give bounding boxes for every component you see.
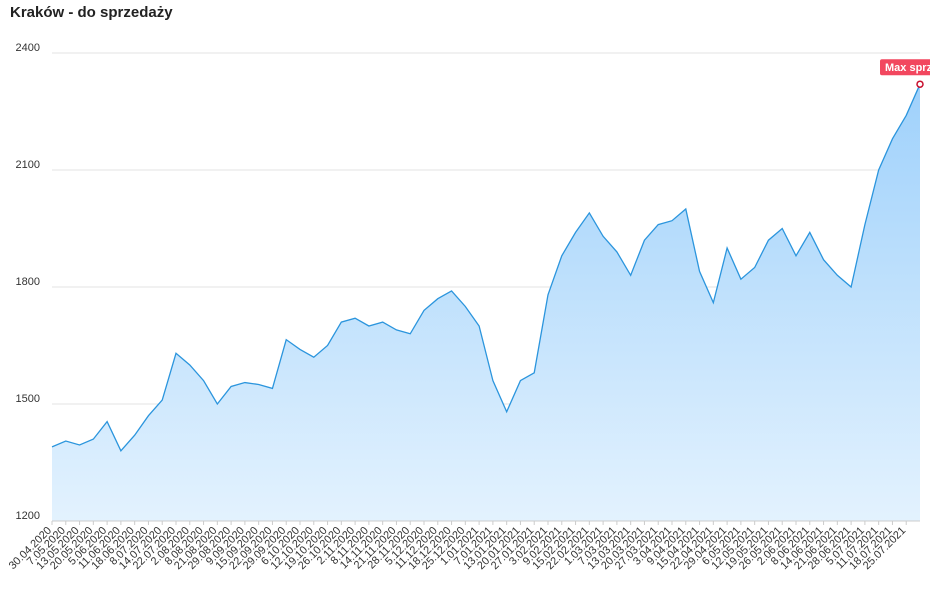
y-tick-label: 1500	[16, 393, 40, 405]
annotation: Max sprz	[885, 62, 930, 74]
line	[51, 83, 921, 452]
max-marker	[916, 80, 924, 88]
area-fill	[52, 84, 920, 521]
y-tick-label: 1200	[16, 510, 40, 522]
y-tick-label: 1800	[16, 276, 40, 288]
chart-title: Kraków - do sprzedaży	[10, 4, 173, 21]
y-tick-label: 2400	[16, 42, 40, 54]
annotation-box	[880, 59, 930, 76]
y-tick-label: 2100	[16, 159, 40, 171]
